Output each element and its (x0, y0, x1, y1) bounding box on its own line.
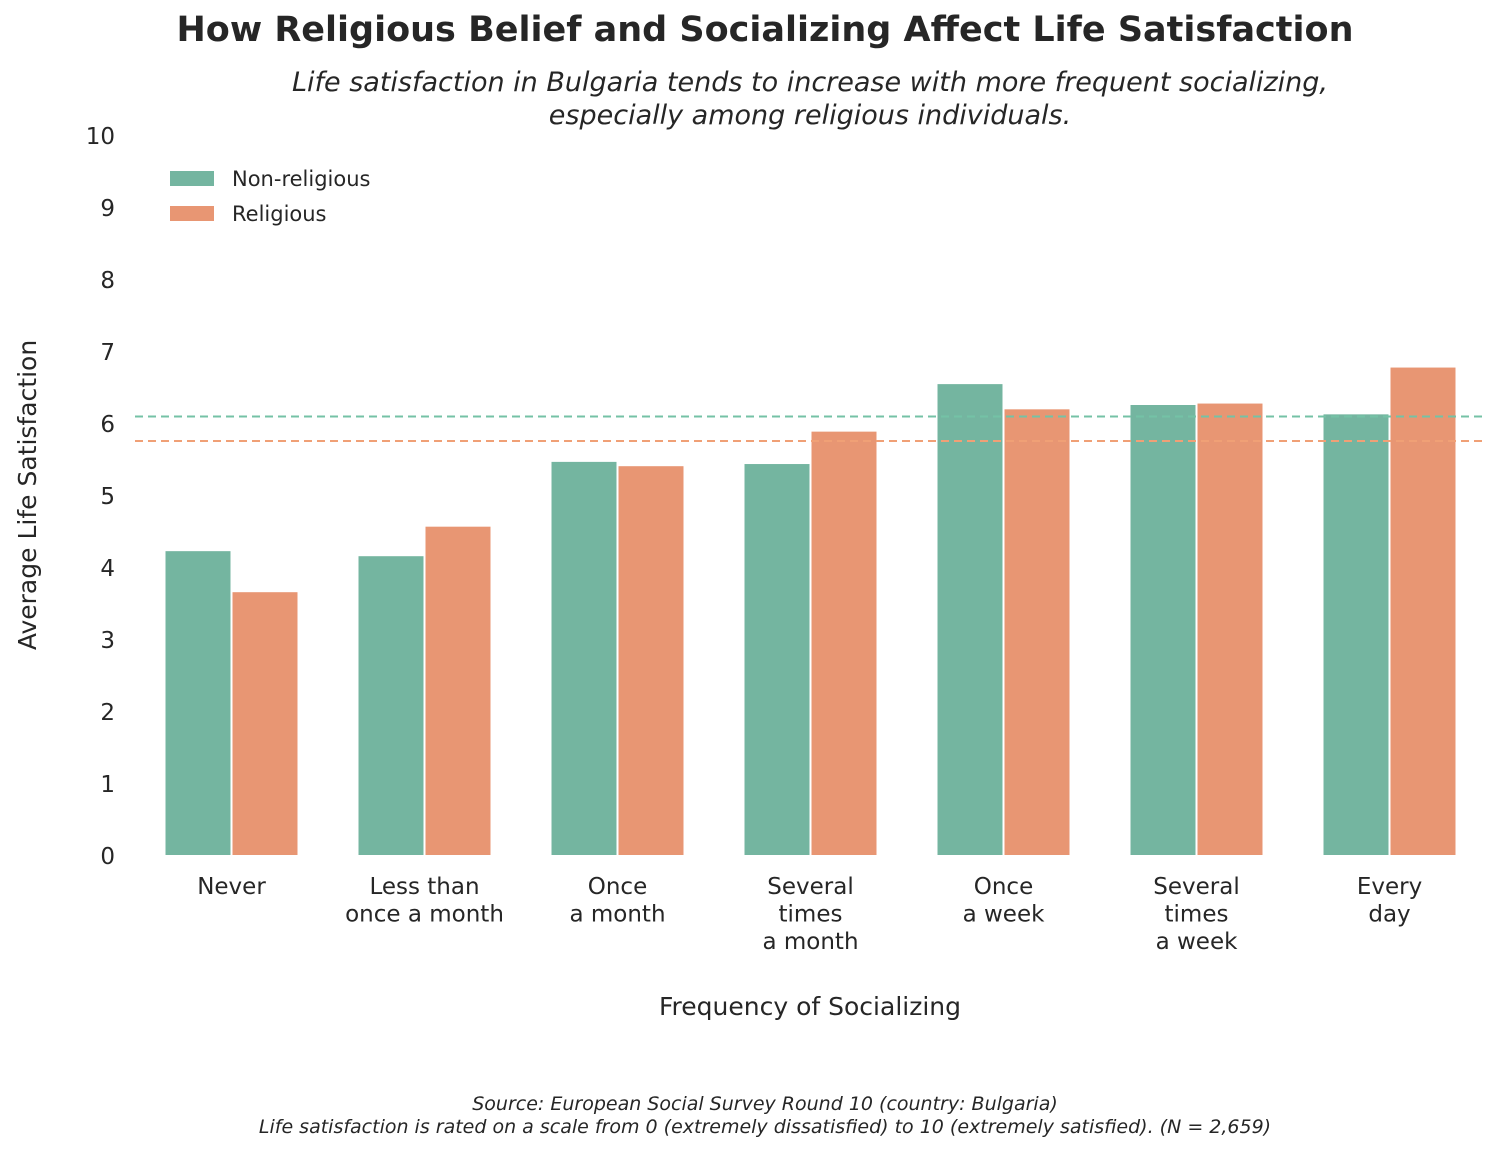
y-axis-label: Average Life Satisfaction (13, 340, 42, 650)
bar-religious-4 (1004, 409, 1070, 855)
x-tick-label: Never (197, 874, 266, 900)
y-tick-label: 8 (100, 268, 115, 294)
y-tick-label: 10 (86, 124, 115, 150)
x-tick-label: Once a month (569, 874, 665, 928)
bar-religious-0 (232, 592, 298, 855)
y-tick-label: 5 (100, 484, 115, 510)
bar-non-religious-4 (937, 384, 1003, 855)
x-tick-label: Less than once a month (345, 874, 504, 928)
bar-non-religious-1 (358, 556, 424, 855)
bar-religious-6 (1390, 367, 1456, 855)
chart-title: How Religious Belief and Socializing Aff… (176, 10, 1354, 50)
x-axis-ticks: Never Less than once a month Once a month Sev… (197, 874, 1422, 955)
chart-subtitle-line-1: Life satisfaction in Bulgaria tends to i… (291, 67, 1329, 98)
bar-religious-2 (618, 466, 684, 855)
bars (165, 367, 1456, 855)
y-tick-label: 4 (100, 556, 115, 582)
reference-lines (135, 415, 1485, 442)
bar-non-religious-5 (1130, 405, 1196, 855)
y-tick-label: 6 (100, 412, 115, 438)
chart-subtitle-line-2: especially among religious individuals. (548, 100, 1072, 131)
bar-non-religious-3 (744, 464, 810, 855)
legend-swatch-religious (170, 206, 214, 221)
y-tick-label: 7 (100, 340, 115, 366)
legend: Non-religious Religious (170, 167, 370, 226)
y-axis-ticks: 0 1 2 3 4 5 6 7 8 9 10 (86, 124, 115, 870)
bar-non-religious-6 (1323, 414, 1389, 855)
chart-subtitle: Life satisfaction in Bulgaria tends to i… (250, 66, 1370, 132)
y-tick-label: 2 (100, 700, 115, 726)
x-tick-label: Every day (1357, 874, 1422, 928)
bar-religious-3 (811, 431, 877, 855)
source-line-1: Source: European Social Survey Round 10 … (472, 1093, 1058, 1115)
bar-non-religious-2 (551, 461, 617, 855)
legend-label-non-religious: Non-religious (232, 167, 370, 191)
bar-religious-5 (1197, 403, 1263, 855)
x-tick-label: Once a week (963, 874, 1046, 928)
bar-religious-1 (425, 526, 491, 855)
y-tick-label: 1 (100, 772, 115, 798)
y-tick-label: 3 (100, 628, 115, 654)
legend-label-religious: Religious (232, 202, 327, 226)
y-tick-label: 9 (100, 196, 115, 222)
x-tick-label: Several times a month (762, 874, 858, 955)
legend-swatch-non-religious (170, 171, 214, 186)
source-note: Source: European Social Survey Round 10 … (0, 1093, 1499, 1139)
x-axis-label: Frequency of Socializing (659, 992, 961, 1021)
y-tick-label: 0 (100, 844, 115, 870)
bar-non-religious-0 (165, 551, 231, 855)
x-tick-label: Several times a week (1153, 874, 1239, 955)
source-line-2: Life satisfaction is rated on a scale fr… (258, 1116, 1272, 1138)
